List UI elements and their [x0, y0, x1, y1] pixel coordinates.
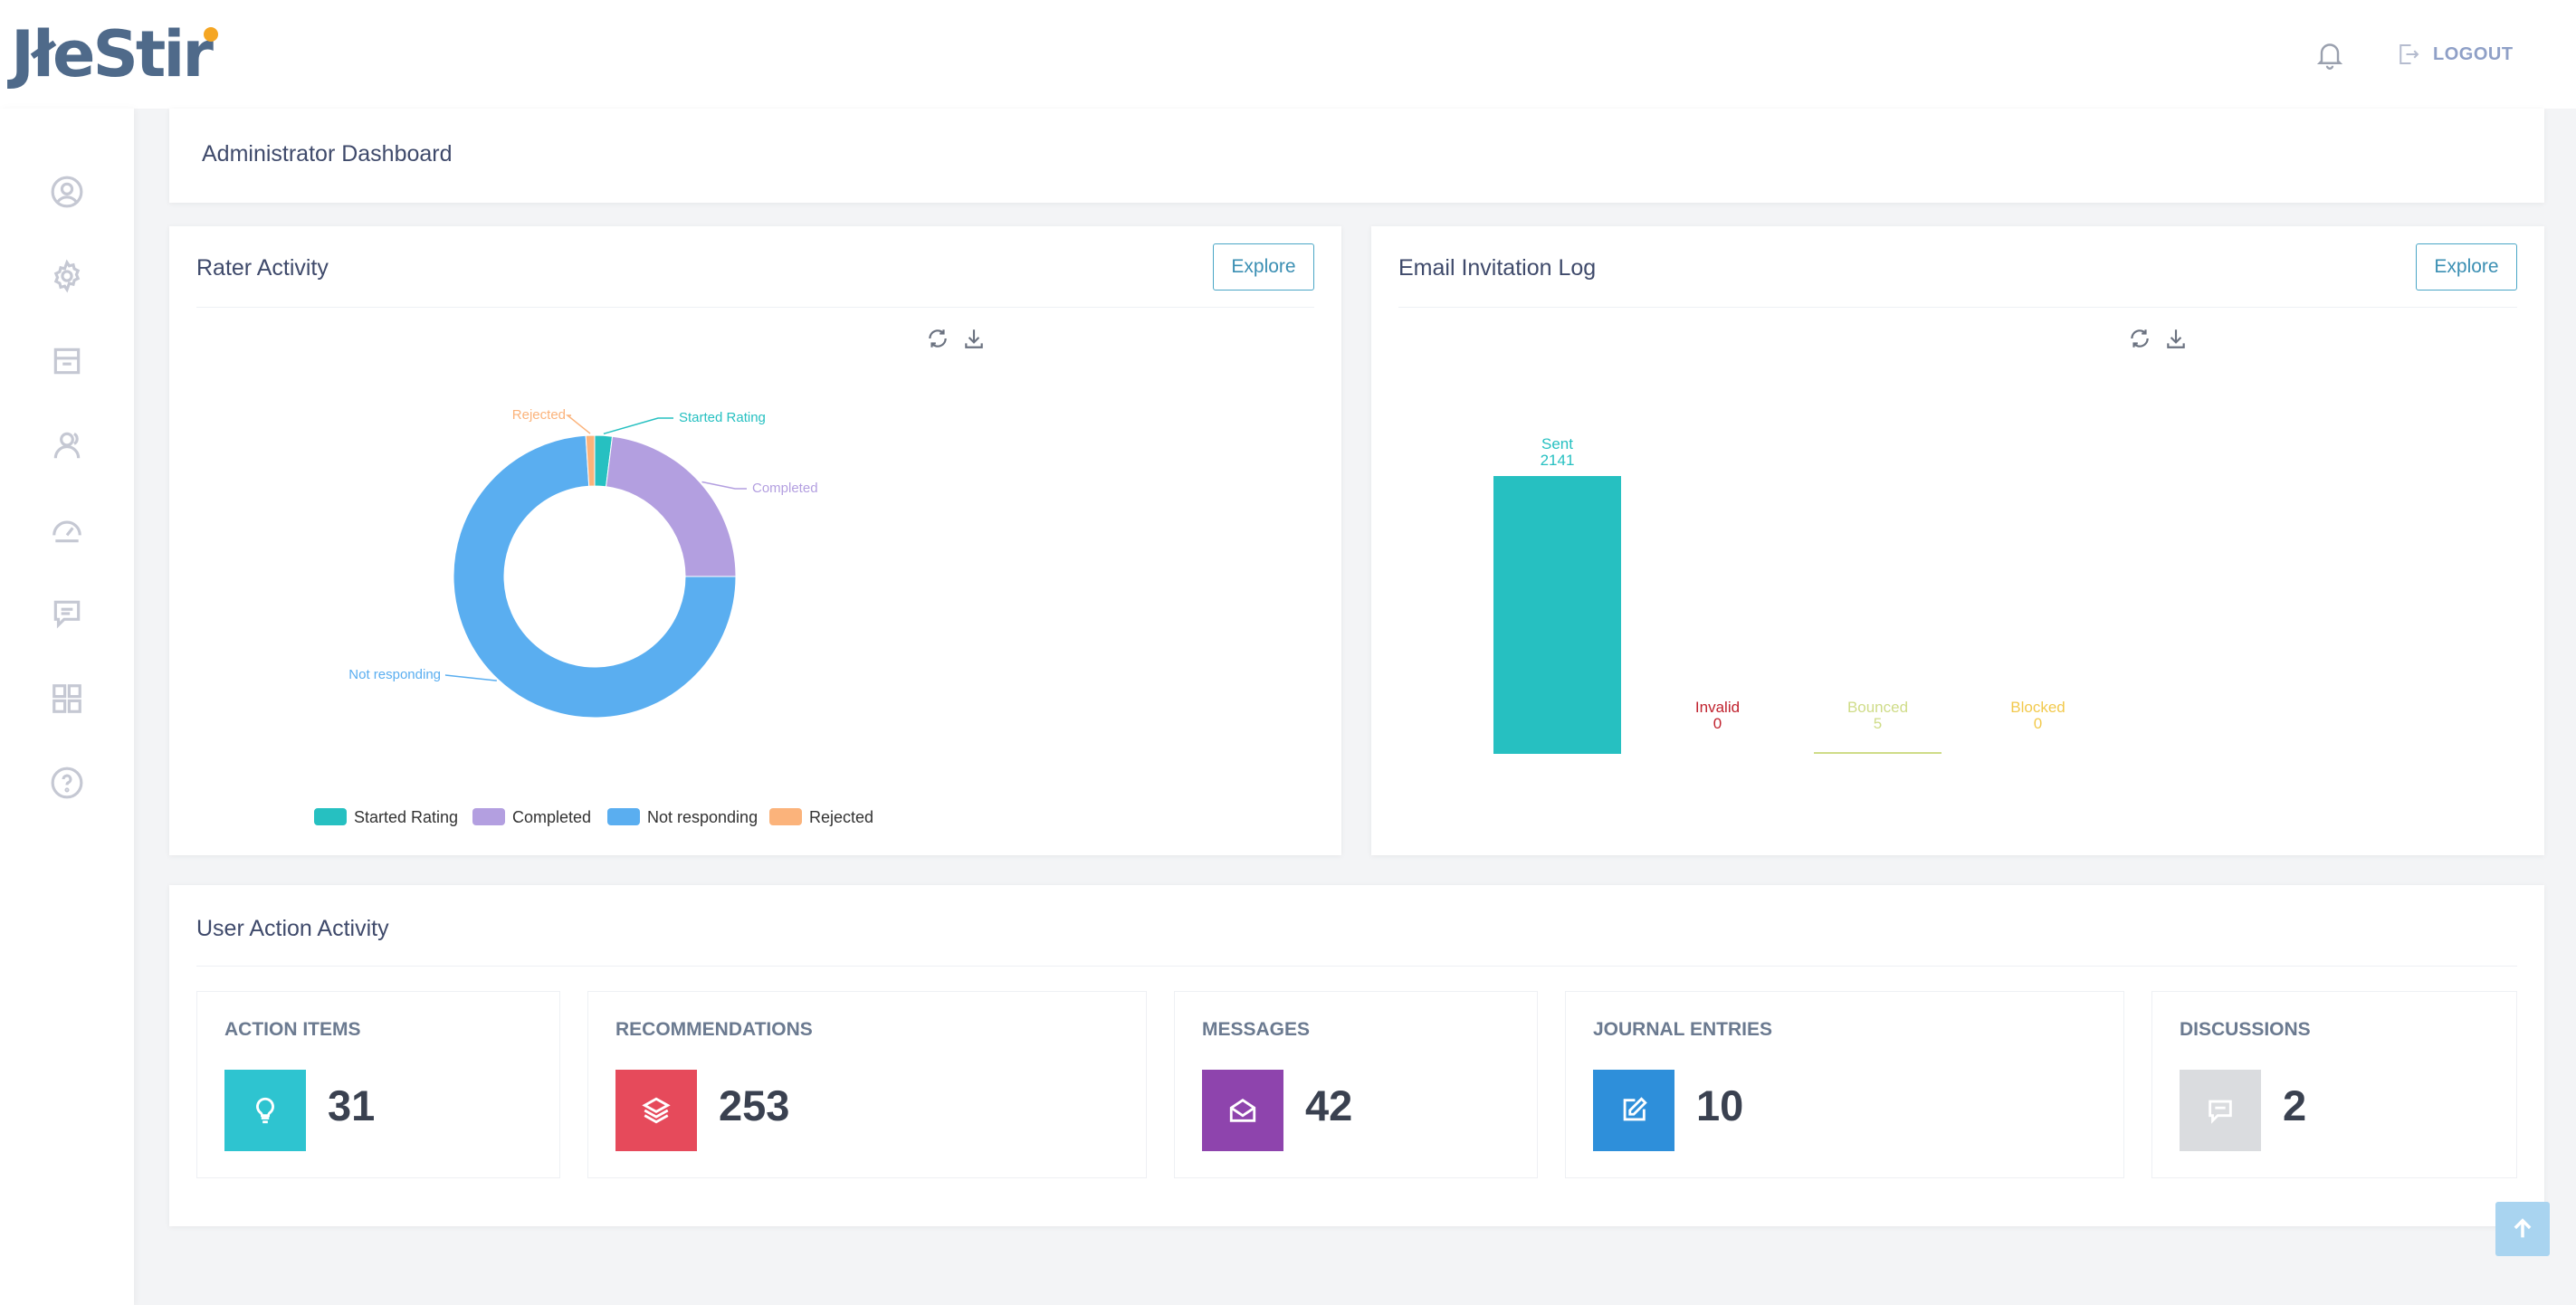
- arrow-up-icon: [2514, 1218, 2532, 1238]
- donut-label: Not responding: [348, 667, 441, 682]
- donut-label: Completed: [752, 481, 818, 496]
- page-title: Administrator Dashboard: [202, 141, 453, 167]
- refresh-icon[interactable]: [2128, 327, 2151, 350]
- bar-bounced[interactable]: [1814, 752, 1942, 754]
- download-icon[interactable]: [2164, 327, 2188, 350]
- donut-label: Started Rating: [679, 410, 766, 425]
- page-title-card: Administrator Dashboard: [169, 109, 2544, 203]
- legend-label: Completed: [512, 808, 591, 826]
- legend-swatch: [314, 808, 347, 825]
- stat-label: MESSAGES: [1202, 1019, 1311, 1040]
- logo-text: JłeStir: [11, 17, 214, 91]
- email-explore-button[interactable]: Explore: [2416, 243, 2517, 291]
- lightbulb-icon: [224, 1070, 306, 1151]
- edit-icon: [1593, 1070, 1674, 1151]
- stat-card-action-items[interactable]: ACTION ITEMS 31: [196, 991, 560, 1178]
- gear-icon[interactable]: [50, 259, 84, 293]
- legend-label: Not responding: [647, 808, 758, 826]
- speedometer-icon[interactable]: [50, 512, 84, 547]
- bar-value-label: 0: [2034, 715, 2042, 732]
- stat-label: DISCUSSIONS: [2180, 1019, 2311, 1040]
- legend-swatch: [472, 808, 505, 825]
- divider: [1398, 307, 2517, 308]
- legend-item-completed[interactable]: Completed: [472, 808, 591, 826]
- legend-label: Started Rating: [354, 808, 458, 826]
- bar-category-label: Sent: [1541, 435, 1573, 452]
- stat-value: 253: [719, 1081, 790, 1129]
- download-icon[interactable]: [962, 327, 986, 350]
- donut-slice-completed[interactable]: [605, 435, 737, 577]
- stat-value: 31: [328, 1081, 376, 1129]
- legend-item-rejected[interactable]: Rejected: [769, 808, 873, 826]
- legend-item-not-responding[interactable]: Not responding: [607, 808, 758, 826]
- chat-icon[interactable]: [50, 596, 84, 631]
- stat-value: 42: [1305, 1081, 1353, 1129]
- legend-label: Rejected: [809, 808, 873, 826]
- donut-label-line: [444, 674, 497, 681]
- donut-label-line: [701, 481, 747, 490]
- donut-label-line: [603, 417, 673, 435]
- divider: [196, 307, 1314, 308]
- stat-label: RECOMMENDATIONS: [615, 1019, 813, 1040]
- sidebar: [0, 109, 134, 1305]
- scroll-to-top-button[interactable]: [2495, 1202, 2550, 1256]
- logo-dot: [203, 27, 218, 42]
- logout-label: LOGOUT: [2433, 43, 2514, 64]
- users-icon[interactable]: [50, 428, 84, 462]
- grid-icon[interactable]: [50, 681, 84, 716]
- stat-label: ACTION ITEMS: [224, 1019, 361, 1040]
- envelope-open-icon: [1202, 1070, 1283, 1151]
- donut-slice-not-responding[interactable]: [453, 434, 737, 719]
- rater-explore-button[interactable]: Explore: [1213, 243, 1314, 291]
- bar-category-label: Invalid: [1695, 699, 1740, 716]
- bar-category-label: Bounced: [1847, 699, 1908, 716]
- bell-icon[interactable]: [2314, 38, 2346, 71]
- stat-card-discussions[interactable]: DISCUSSIONS 2: [2151, 991, 2517, 1178]
- rater-activity-title: Rater Activity: [196, 255, 329, 281]
- stat-card-journal-entries[interactable]: JOURNAL ENTRIES 10: [1565, 991, 2124, 1178]
- chat-icon: [2180, 1070, 2261, 1151]
- donut-slice-rejected[interactable]: [585, 434, 596, 487]
- inbox-icon[interactable]: [50, 344, 84, 378]
- stat-card-recommendations[interactable]: RECOMMENDATIONS 253: [587, 991, 1147, 1178]
- top-bar: JłeStir LOGOUT: [0, 0, 2576, 109]
- divider: [196, 966, 2517, 967]
- stat-label: JOURNAL ENTRIES: [1593, 1019, 1772, 1040]
- email-log-card: Email Invitation Log Explore Sent 2141 Inv…: [1371, 226, 2544, 855]
- logout-icon: [2399, 44, 2419, 64]
- rater-activity-card: Rater Activity Explore Started Rating Com…: [169, 226, 1341, 855]
- stat-value: 2: [2283, 1081, 2307, 1129]
- stat-value: 10: [1696, 1081, 1744, 1129]
- help-icon[interactable]: [50, 766, 84, 800]
- bar-value-label: 2141: [1541, 452, 1575, 469]
- user-circle-icon[interactable]: [50, 175, 84, 209]
- logout-button[interactable]: LOGOUT: [2395, 38, 2514, 71]
- bar-value-label: 0: [1713, 715, 1722, 732]
- legend-swatch: [769, 808, 802, 825]
- bar-category-label: Blocked: [2010, 699, 2065, 716]
- donut-label-line: [565, 414, 591, 434]
- user-activity-title: User Action Activity: [196, 916, 389, 941]
- app-logo[interactable]: JłeStir: [11, 17, 218, 91]
- refresh-icon[interactable]: [926, 327, 949, 350]
- donut-label: Rejected: [512, 407, 566, 423]
- legend-swatch: [607, 808, 640, 825]
- legend-item-started-rating[interactable]: Started Rating: [314, 808, 458, 826]
- rater-activity-donut-chart: Started Rating Completed Not responding Rej…: [314, 407, 873, 826]
- email-log-title: Email Invitation Log: [1398, 255, 1597, 281]
- bar-value-label: 5: [1874, 715, 1882, 732]
- bar-sent[interactable]: [1493, 476, 1621, 754]
- layers-icon: [615, 1070, 697, 1151]
- stat-card-messages[interactable]: MESSAGES 42: [1174, 991, 1538, 1178]
